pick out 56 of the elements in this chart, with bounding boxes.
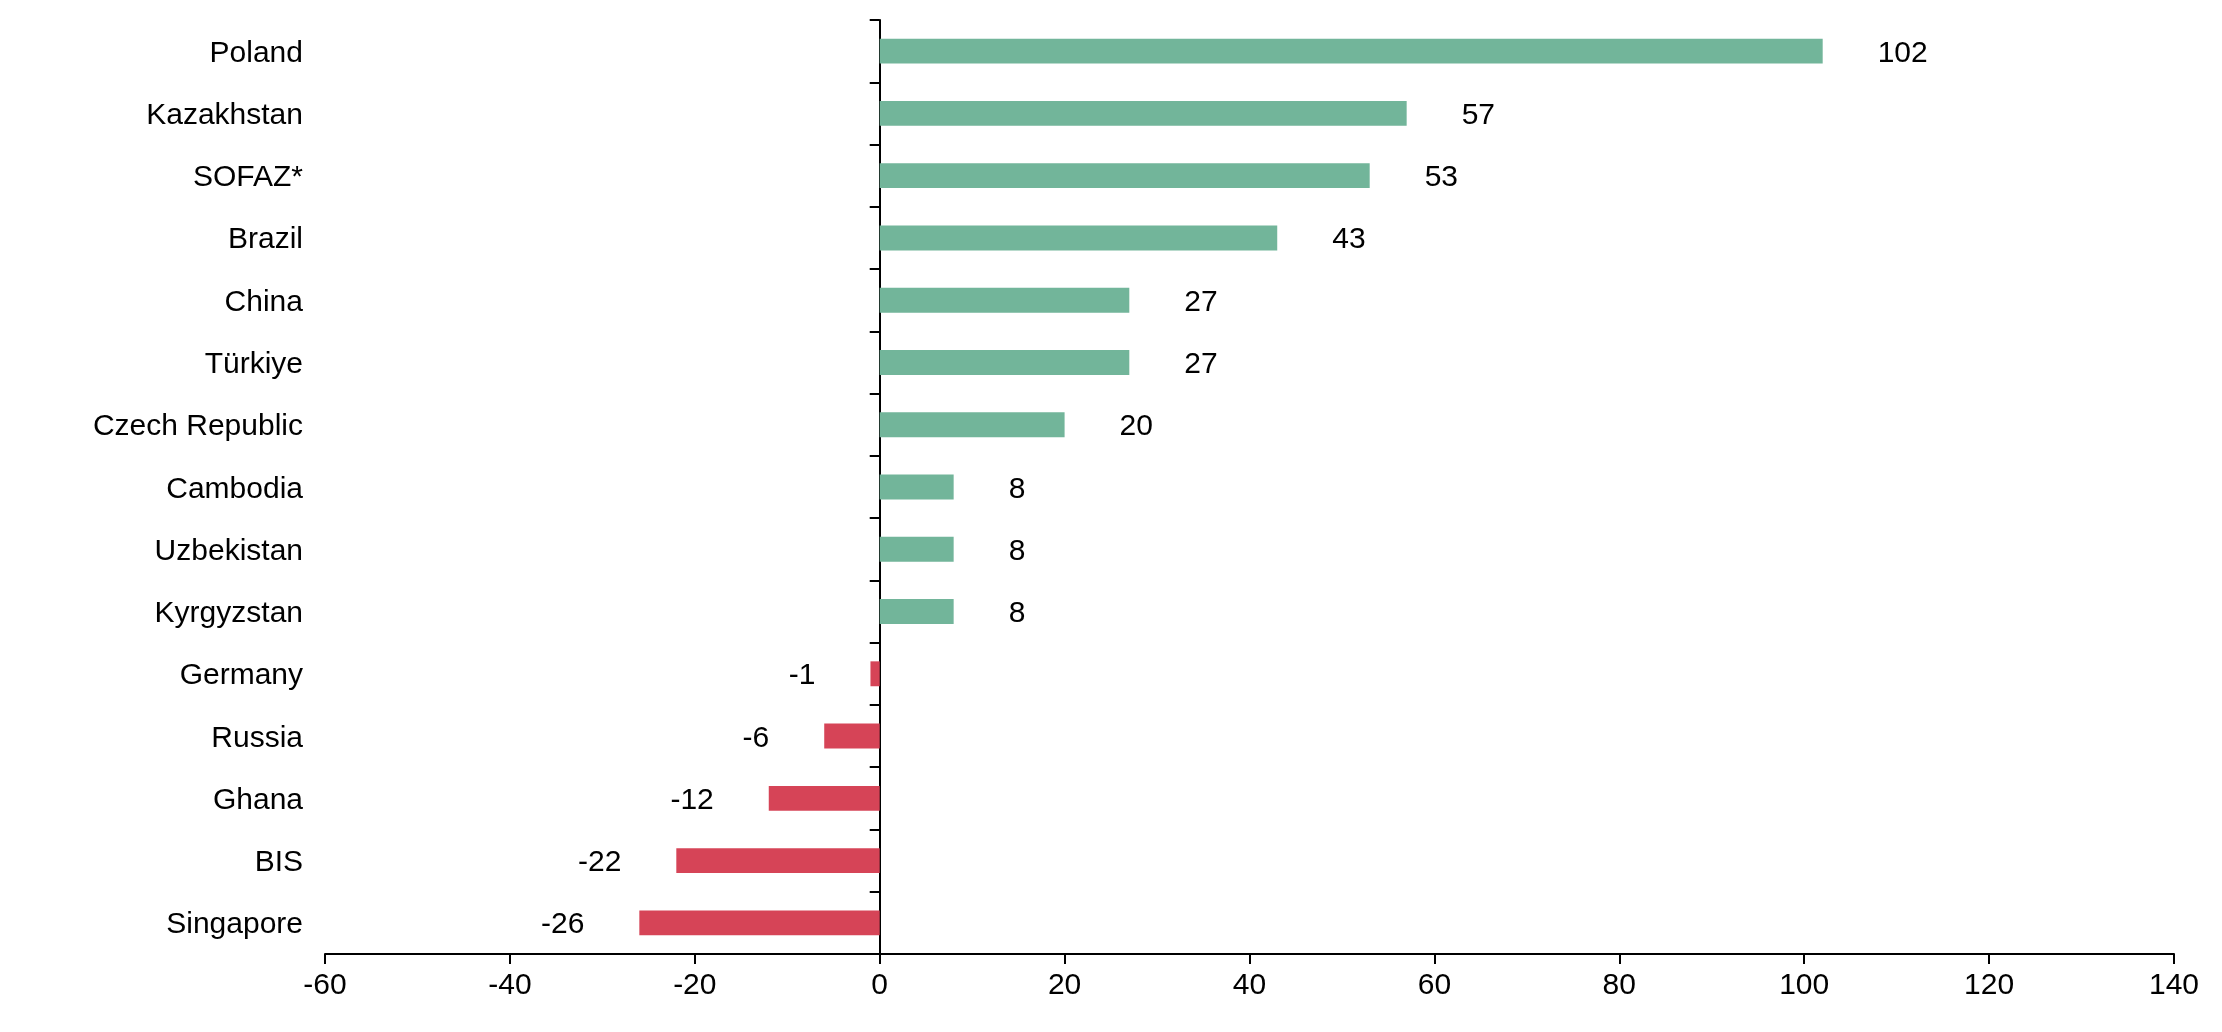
y-tick-label: Singapore xyxy=(166,906,303,940)
data-label: 53 xyxy=(1424,159,1459,193)
data-label: 8 xyxy=(1008,532,1026,566)
data-label: 8 xyxy=(1008,595,1026,629)
bar xyxy=(824,723,880,749)
data-label: 8 xyxy=(1008,470,1026,504)
bar xyxy=(676,848,880,874)
y-tick-label: Uzbekistan xyxy=(154,532,303,566)
x-tick-label: -40 xyxy=(488,966,532,1000)
data-label: 20 xyxy=(1119,408,1153,442)
x-tick-label: 0 xyxy=(871,966,889,1000)
bar xyxy=(879,225,1278,251)
data-label: 27 xyxy=(1184,283,1218,317)
data-label: 27 xyxy=(1184,345,1218,379)
bar xyxy=(879,163,1370,189)
y-tick-label: BIS xyxy=(254,844,303,878)
bar xyxy=(879,38,1823,64)
data-label: 43 xyxy=(1332,221,1366,255)
y-tick-label: SOFAZ* xyxy=(192,159,304,193)
bar xyxy=(879,100,1407,126)
y-tick-label: Türkiye xyxy=(204,345,303,379)
data-label: 57 xyxy=(1461,96,1496,130)
bar xyxy=(879,412,1065,438)
x-tick-label: 100 xyxy=(1779,966,1830,1000)
x-tick-label: -20 xyxy=(673,966,717,1000)
data-label: -12 xyxy=(670,781,714,815)
bar xyxy=(768,785,880,811)
bar xyxy=(879,599,954,624)
x-tick-label: 120 xyxy=(1964,966,2015,1000)
y-tick-label: Kazakhstan xyxy=(146,96,303,130)
x-tick-label: -60 xyxy=(303,966,347,1000)
x-tick-label: 20 xyxy=(1047,966,1082,1000)
y-tick-label: Germany xyxy=(179,657,303,691)
y-tick-label: Cambodia xyxy=(166,470,304,504)
bar xyxy=(879,287,1130,313)
data-label: -1 xyxy=(788,657,816,691)
y-tick-label: Brazil xyxy=(227,221,303,255)
data-label: -26 xyxy=(540,906,585,940)
data-label: -6 xyxy=(742,719,770,753)
bar xyxy=(879,536,954,562)
y-tick-label: Kyrgyzstan xyxy=(154,595,303,629)
x-tick-label: 40 xyxy=(1232,966,1267,1000)
y-tick-label: Russia xyxy=(211,719,304,753)
y-tick-label: Czech Republic xyxy=(92,408,303,442)
bar xyxy=(879,350,1130,375)
x-tick-label: 140 xyxy=(2148,966,2200,1000)
y-tick-label: Ghana xyxy=(212,781,304,815)
bar xyxy=(639,910,880,936)
y-tick-label: Poland xyxy=(209,34,303,68)
data-label: -22 xyxy=(577,844,622,878)
bar xyxy=(879,474,954,500)
y-tick-label: China xyxy=(224,283,304,317)
x-tick-label: 60 xyxy=(1417,966,1452,1000)
data-label: 102 xyxy=(1877,34,1928,68)
x-tick-label: 80 xyxy=(1602,966,1636,1000)
bar xyxy=(870,661,880,687)
